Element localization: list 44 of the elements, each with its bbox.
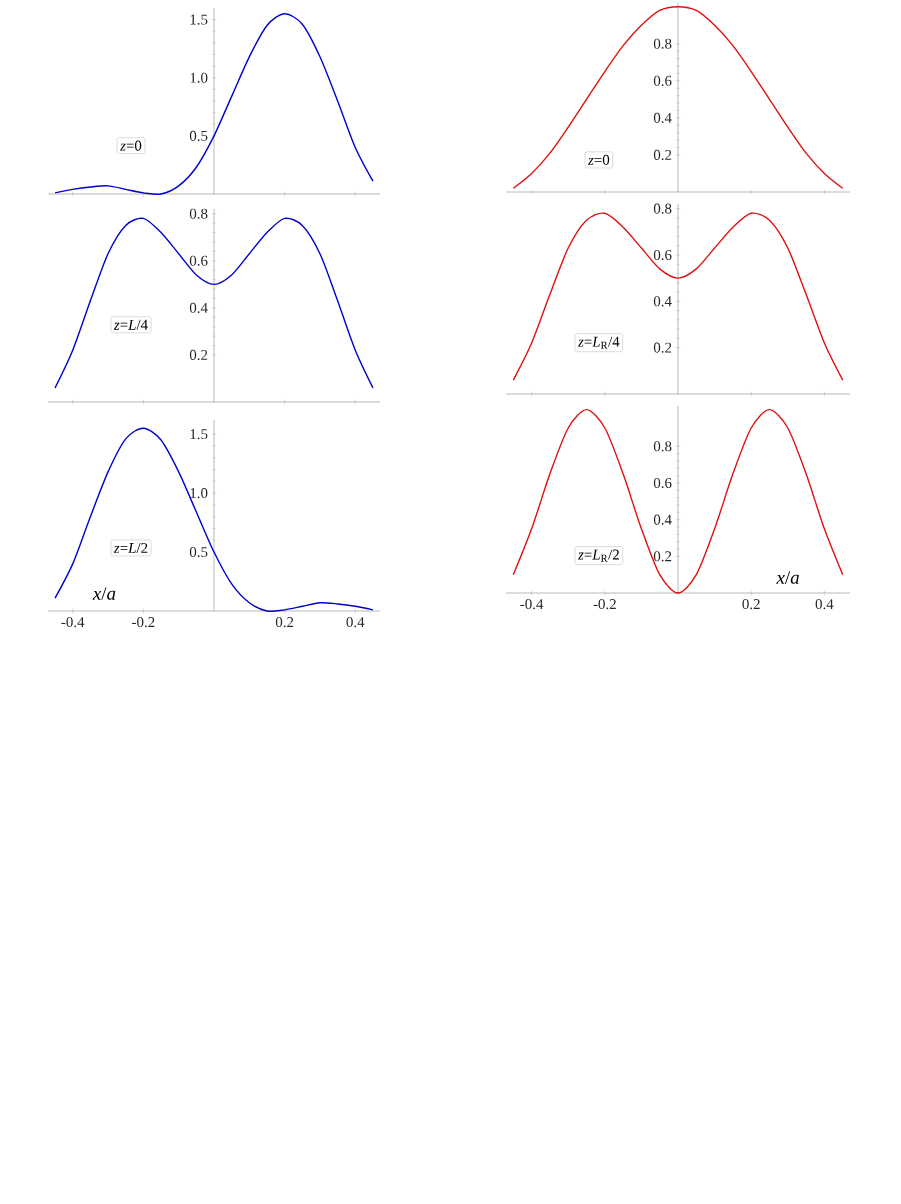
y-tick-label: 1.0 [190, 488, 208, 499]
annotation: z=L$_{R}$/2 [577, 549, 619, 562]
line-series [512, 212, 844, 381]
x-tick-label: -0.4 [520, 599, 544, 610]
y-tick-label: 1.5 [190, 429, 208, 440]
y-tick-label: 0.4 [653, 514, 672, 525]
annotation: z=L/2 [113, 542, 148, 553]
x-tick-label: -0.2 [132, 617, 155, 628]
y-tick-label: 0.6 [653, 75, 672, 86]
y-tick-label: 0.6 [189, 255, 208, 266]
y-tick-label: 0.2 [653, 551, 672, 562]
y-tick-label: 0.6 [653, 249, 672, 261]
x-tick-label: 0.2 [275, 617, 294, 628]
y-tick-label: 0.8 [653, 203, 672, 214]
annotation: z=0 [587, 154, 610, 165]
y-tick-label: 0.5 [189, 546, 208, 558]
line-series [54, 217, 374, 389]
line-series [512, 6, 844, 189]
y-tick-label: 0.6 [653, 477, 672, 489]
x-axis-title: x/a [92, 587, 116, 600]
y-tick-label: 1.0 [190, 72, 208, 83]
y-tick-label: 0.2 [189, 349, 208, 361]
line-series [512, 408, 844, 594]
annotation: z=L$_{R}$/4 [577, 336, 620, 349]
y-tick-label: 0.8 [653, 38, 672, 49]
x-tick-label: 0.4 [815, 599, 834, 610]
y-tick-label: 0.4 [653, 112, 672, 123]
y-tick-label: 0.2 [653, 149, 672, 161]
y-tick-label: 0.4 [189, 302, 208, 313]
y-tick-label: 0.4 [653, 296, 672, 307]
x-tick-label: -0.4 [61, 617, 85, 628]
x-tick-label: -0.2 [593, 599, 616, 610]
annotation: z=0 [119, 140, 142, 151]
x-axis-title: x/a [776, 571, 799, 584]
y-tick-label: 0.8 [653, 441, 672, 452]
y-tick-label: 0.5 [189, 130, 208, 141]
x-tick-label: 0.2 [742, 599, 760, 610]
y-tick-label: 0.2 [653, 342, 672, 353]
x-tick-label: 0.4 [346, 617, 365, 628]
y-tick-label: 1.5 [190, 14, 208, 25]
annotation: z=L/4 [113, 319, 148, 330]
line-series [54, 13, 374, 195]
line-series [54, 427, 374, 612]
y-tick-label: 0.8 [189, 208, 208, 219]
